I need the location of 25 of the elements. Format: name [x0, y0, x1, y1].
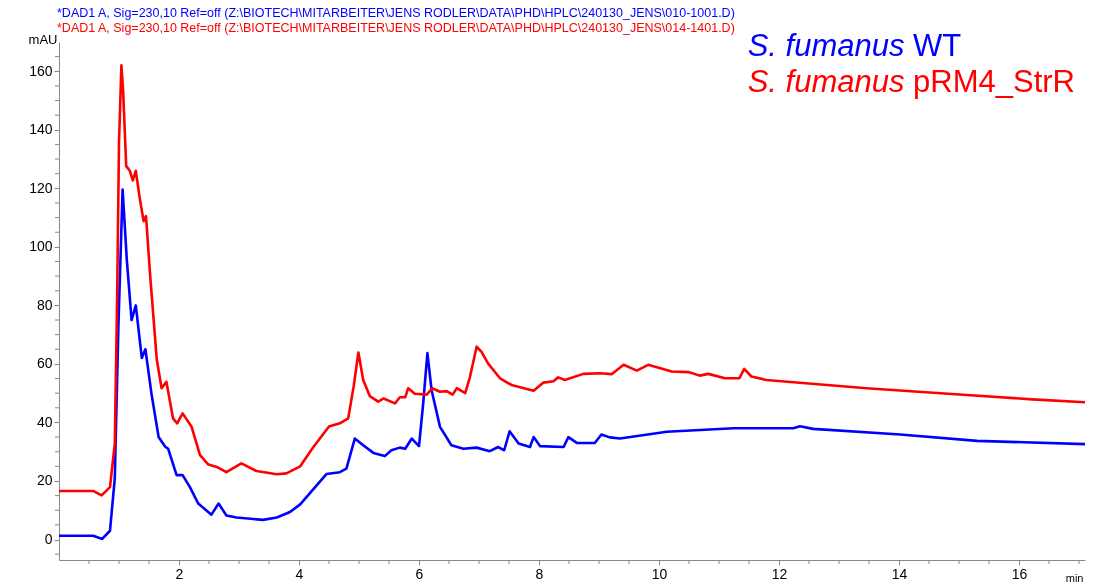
y-tick-label: 0	[44, 531, 53, 548]
y-tick-label: 20	[36, 472, 53, 489]
x-tick-label: 10	[651, 565, 668, 582]
text: *DAD1 A, Sig=230,10 Ref=off (Z:\BIOTECH\MITARBEITER\JENS RODLER\DATA\PHD\HPLC\240130_JENS\014-1401.D)	[57, 21, 735, 36]
x-tick-label: 2	[175, 565, 184, 582]
x-tick-label: 8	[535, 565, 544, 582]
text: S. fumanus pRM4_StrR	[747, 64, 1075, 100]
line-series	[59, 64, 1085, 497]
y-axis-title: mAU	[28, 31, 58, 47]
y-tick-label: 120	[29, 179, 53, 196]
x-tick-label: 16	[1011, 565, 1028, 582]
y-tick-label: 160	[29, 62, 53, 79]
y-tick-label: 100	[29, 238, 53, 255]
x-tick-label: 4	[295, 565, 304, 582]
x-tick-label: 6	[415, 565, 424, 582]
text: S. fumanus WT	[747, 28, 963, 64]
x-tick-label: 12	[771, 565, 788, 582]
y-tick-label: 140	[29, 121, 53, 138]
line-series	[59, 188, 1085, 541]
y-tick-label: 40	[36, 413, 53, 430]
y-tick-label: 60	[36, 355, 53, 372]
x-tick-label: 14	[891, 565, 908, 582]
y-tick-label: 80	[36, 296, 53, 313]
x-axis-title: min	[1065, 571, 1084, 584]
text: *DAD1 A, Sig=230,10 Ref=off (Z:\BIOTECH\MITARBEITER\JENS RODLER\DATA\PHD\HPLC\240130_JENS\010-1001.D)	[57, 6, 735, 21]
